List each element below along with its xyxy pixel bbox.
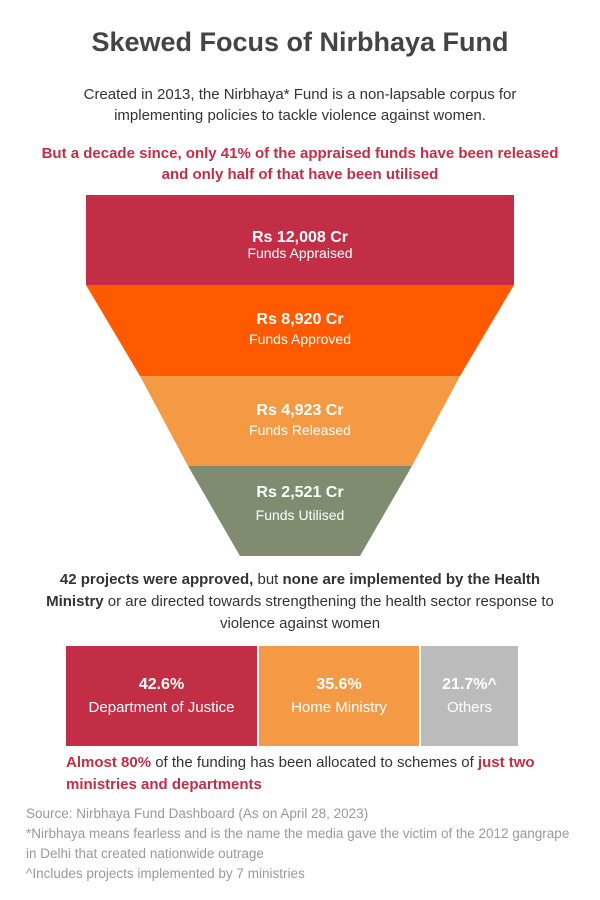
allocation-middle-text: of the funding has been allocated to sch…: [151, 754, 478, 771]
share-value-others: 21.7%^: [442, 675, 497, 693]
funnel-stage-appraised: [86, 195, 514, 285]
intro-text: Created in 2013, the Nirbhaya* Fund is a…: [83, 86, 517, 124]
footnotes: Source: Nirbhaya Fund Dashboard (As on A…: [26, 804, 574, 884]
funnel-value-approved: Rs 8,920 Cr: [256, 311, 343, 328]
funnel-value-released: Rs 4,923 Cr: [256, 402, 343, 419]
projects-health-text: none are implemented by the Health Minis…: [46, 571, 541, 610]
funnel-value-appraised: Rs 12,008 Cr: [252, 229, 348, 246]
share-segment-justice: 42.6% Department of Justice: [66, 646, 257, 746]
projects-text: 42 projects were approved, but none are …: [40, 569, 560, 635]
projects-rest-text: or are directed towards strengthening th…: [103, 593, 554, 632]
share-segment-others: 21.7%^ Others: [421, 646, 518, 746]
funnel-label-appraised: Funds Appraised: [247, 245, 352, 261]
projects-joiner-text: but: [253, 571, 283, 588]
funds-funnel-chart: Rs 12,008 Cr Funds Appraised Rs 8,920 Cr…: [86, 195, 514, 556]
asterisk-note: *Nirbhaya means fearless and is the name…: [26, 826, 570, 861]
ministry-share-bar: 42.6% Department of Justice 35.6% Home M…: [66, 646, 518, 746]
funnel-label-approved: Funds Approved: [249, 331, 351, 347]
funnel-stage-approved: [86, 285, 514, 376]
page-title: Skewed Focus of Nirbhaya Fund: [91, 27, 509, 57]
share-segment-home: 35.6% Home Ministry: [259, 646, 419, 746]
allocation-text: Almost 80% of the funding has been alloc…: [66, 752, 536, 796]
highlight-text: But a decade since, only 41% of the appr…: [41, 145, 559, 183]
share-value-justice: 42.6%: [138, 675, 185, 693]
allocation-ministries-text: just two ministries and departments: [66, 754, 535, 793]
funnel-label-utilised: Funds Utilised: [256, 507, 345, 523]
funnel-value-utilised: Rs 2,521 Cr: [256, 484, 343, 501]
caret-note: ^Includes projects implemented by 7 mini…: [26, 866, 305, 881]
funnel-stage-released: [140, 376, 460, 466]
projects-count-text: 42 projects were approved,: [59, 571, 254, 588]
funnel-stage-utilised: [188, 466, 412, 556]
source-note: Source: Nirbhaya Fund Dashboard (As on A…: [26, 806, 369, 821]
share-value-home: 35.6%: [316, 675, 362, 693]
allocation-share-text: Almost 80%: [66, 754, 152, 771]
share-label-home: Home Ministry: [291, 698, 387, 716]
share-label-justice: Department of Justice: [88, 698, 235, 716]
share-label-others: Others: [446, 698, 492, 716]
funnel-label-released: Funds Released: [249, 422, 351, 438]
